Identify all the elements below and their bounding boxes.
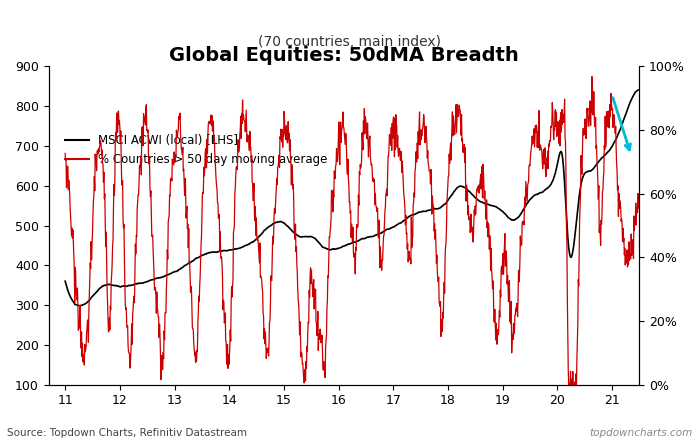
- MSCI ACWI (local) [LHS]: [524, 199, 532, 205]
- MSCI ACWI (local) [LHS]: [61, 279, 69, 284]
- Line: MSCI ACWI (local) [LHS]: MSCI ACWI (local) [LHS]: [65, 90, 639, 306]
- Text: (70 countries, main index): (70 countries, main index): [258, 35, 442, 49]
- MSCI ACWI (local) [LHS]: [202, 251, 210, 257]
- Text: topdowncharts.com: topdowncharts.com: [589, 428, 693, 438]
- MSCI ACWI (local) [LHS]: [76, 303, 85, 308]
- Text: Source: Topdown Charts, Refinitiv Datastream: Source: Topdown Charts, Refinitiv Datast…: [7, 428, 247, 438]
- Title: Global Equities: 50dMA Breadth: Global Equities: 50dMA Breadth: [169, 46, 519, 65]
- MSCI ACWI (local) [LHS]: [146, 278, 155, 283]
- Line: % Countries > 50 day moving average: % Countries > 50 day moving average: [65, 77, 639, 385]
- % Countries > 50 day moving average: [564, 382, 573, 387]
- % Countries > 50 day moving average: [588, 74, 596, 79]
- % Countries > 50 day moving average: [467, 212, 475, 217]
- MSCI ACWI (local) [LHS]: [454, 184, 463, 190]
- % Countries > 50 day moving average: [454, 110, 462, 115]
- % Countries > 50 day moving average: [61, 151, 69, 156]
- % Countries > 50 day moving average: [635, 198, 643, 204]
- MSCI ACWI (local) [LHS]: [635, 87, 643, 92]
- % Countries > 50 day moving average: [201, 151, 209, 156]
- % Countries > 50 day moving average: [524, 183, 532, 188]
- Legend: MSCI ACWI (local) [LHS], % Countries > 50 day moving average: MSCI ACWI (local) [LHS], % Countries > 5…: [60, 129, 332, 171]
- MSCI ACWI (local) [LHS]: [368, 234, 376, 239]
- % Countries > 50 day moving average: [367, 162, 375, 168]
- % Countries > 50 day moving average: [146, 184, 154, 190]
- MSCI ACWI (local) [LHS]: [468, 191, 476, 196]
- MSCI ACWI (local) [LHS]: [635, 87, 643, 92]
